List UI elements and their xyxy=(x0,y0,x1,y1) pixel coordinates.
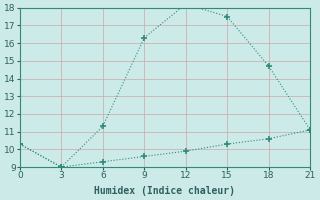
X-axis label: Humidex (Indice chaleur): Humidex (Indice chaleur) xyxy=(94,186,236,196)
